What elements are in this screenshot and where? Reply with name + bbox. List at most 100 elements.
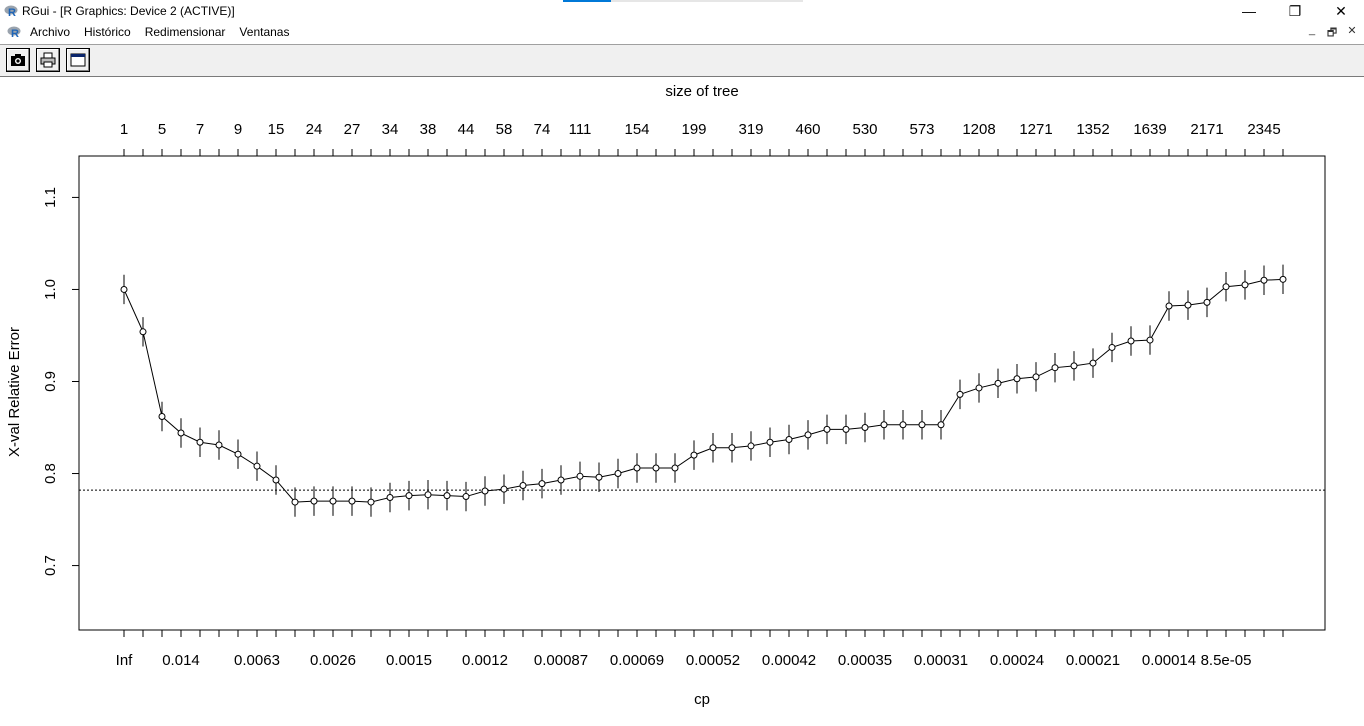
- bottom-tick-label: 8.5e-05: [1201, 652, 1252, 669]
- top-tick-label: 7: [196, 121, 204, 138]
- data-point: [177, 429, 185, 437]
- camera-icon: [11, 54, 25, 66]
- mdi-minimize-button[interactable]: _: [1308, 24, 1316, 36]
- data-point: [595, 473, 603, 481]
- data-point: [1203, 298, 1211, 306]
- restore-button[interactable]: ❐: [1288, 2, 1302, 19]
- window-title: RGui - [R Graphics: Device 2 (ACTIVE)]: [22, 4, 235, 18]
- bottom-tick-label: 0.00035: [838, 652, 892, 669]
- printer-icon: [40, 52, 56, 68]
- bottom-tick-label: 0.00042: [762, 652, 816, 669]
- top-tick-label: 573: [909, 121, 934, 138]
- data-point: [728, 444, 736, 452]
- menu-redimensionar[interactable]: Redimensionar: [144, 25, 226, 39]
- svg-text:R: R: [8, 7, 16, 18]
- top-tick-label: 530: [852, 121, 877, 138]
- y-tick-label: 0.9: [42, 371, 59, 392]
- data-point: [899, 421, 907, 429]
- data-point: [766, 438, 774, 446]
- data-point: [386, 493, 394, 501]
- menu-historico[interactable]: Histórico: [84, 25, 131, 39]
- data-point: [842, 425, 850, 433]
- top-axis-title: size of tree: [665, 83, 738, 100]
- y-tick-label: 1.0: [42, 279, 59, 300]
- data-point: [576, 472, 584, 480]
- data-point: [1108, 343, 1116, 351]
- top-tick-label: 15: [268, 121, 285, 138]
- bottom-tick-label: 0.0012: [462, 652, 508, 669]
- data-point: [329, 497, 337, 505]
- svg-text:R: R: [11, 28, 19, 39]
- data-point: [633, 464, 641, 472]
- data-point: [1222, 283, 1230, 291]
- data-point: [348, 497, 356, 505]
- top-tick-label: 199: [681, 121, 706, 138]
- data-point: [538, 480, 546, 488]
- top-tick-label: 58: [496, 121, 513, 138]
- data-point: [823, 425, 831, 433]
- data-point: [1032, 373, 1040, 381]
- toolbar: [0, 44, 1364, 77]
- r-logo-icon: R: [4, 5, 18, 18]
- data-point: [1146, 336, 1154, 344]
- data-point: [405, 492, 413, 500]
- data-point: [234, 450, 242, 458]
- top-tick-label: 154: [624, 121, 649, 138]
- data-point: [937, 421, 945, 429]
- data-point: [975, 384, 983, 392]
- minimize-button[interactable]: —: [1242, 3, 1256, 19]
- top-tick-label: 460: [795, 121, 820, 138]
- bottom-tick-label: 0.00069: [610, 652, 664, 669]
- data-point: [519, 481, 527, 489]
- data-point: [367, 498, 375, 506]
- bottom-tick-label: 0.014: [162, 652, 200, 669]
- menu-ventanas[interactable]: Ventanas: [239, 25, 290, 39]
- data-point: [747, 442, 755, 450]
- bottom-tick-label: 0.0026: [310, 652, 356, 669]
- data-point: [1127, 337, 1135, 345]
- top-tick-label: 5: [158, 121, 166, 138]
- y-axis-label: X-val Relative Error: [6, 327, 23, 457]
- data-point: [139, 328, 147, 336]
- data-point: [709, 444, 717, 452]
- bottom-tick-label: 0.00014: [1142, 652, 1196, 669]
- data-point: [500, 485, 508, 493]
- top-tick-label: 1271: [1019, 121, 1052, 138]
- data-point: [272, 476, 280, 484]
- data-point: [804, 431, 812, 439]
- data-point: [443, 492, 451, 500]
- data-point: [1184, 301, 1192, 309]
- bottom-tick-label: 0.00031: [914, 652, 968, 669]
- data-point: [215, 441, 223, 449]
- top-tick-label: 2345: [1247, 121, 1280, 138]
- data-point: [671, 464, 679, 472]
- data-point: [1013, 375, 1021, 383]
- data-point: [253, 462, 261, 470]
- top-tick-label: 9: [234, 121, 242, 138]
- data-point: [690, 451, 698, 459]
- copy-as-metafile-button[interactable]: [6, 48, 30, 72]
- data-point: [1051, 364, 1059, 372]
- mdi-close-button[interactable]: ✕: [1347, 25, 1357, 37]
- data-point: [614, 470, 622, 478]
- data-point: [291, 498, 299, 506]
- data-point: [918, 421, 926, 429]
- top-tick-label: 38: [420, 121, 437, 138]
- data-point: [1165, 302, 1173, 310]
- data-point: [557, 476, 565, 484]
- mdi-restore-button[interactable]: 🗗: [1326, 27, 1338, 39]
- bottom-tick-label: Inf: [116, 652, 134, 669]
- data-point: [310, 497, 318, 505]
- menu-archivo[interactable]: Archivo: [30, 25, 71, 39]
- return-focus-button[interactable]: [66, 48, 90, 72]
- print-button[interactable]: [36, 48, 60, 72]
- y-tick-label: 0.7: [42, 555, 59, 576]
- data-point: [1241, 281, 1249, 289]
- close-button[interactable]: ✕: [1335, 2, 1347, 19]
- data-point: [424, 491, 432, 499]
- data-point: [120, 285, 128, 293]
- bottom-tick-label: 0.00052: [686, 652, 740, 669]
- data-point: [880, 421, 888, 429]
- top-tick-label: 24: [306, 121, 323, 138]
- y-tick-label: 1.1: [42, 187, 59, 208]
